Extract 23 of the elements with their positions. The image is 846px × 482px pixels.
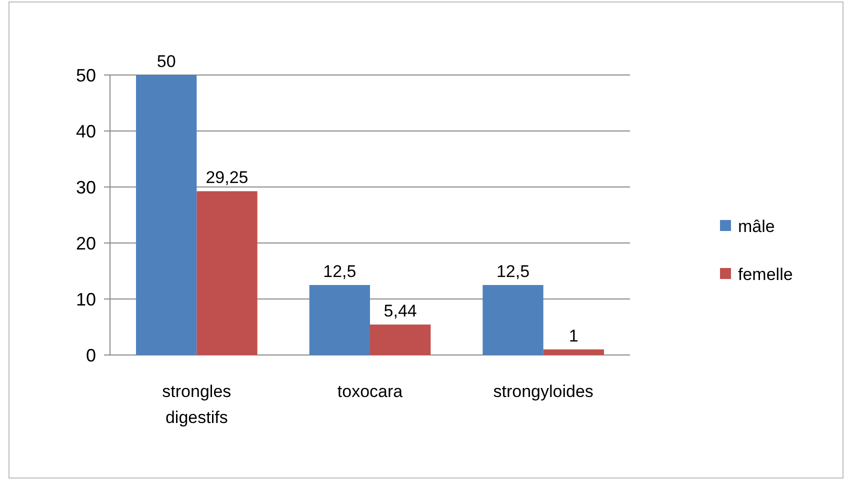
x-tick-label: strongles digestifs [162,382,232,427]
data-label: 1 [568,326,578,346]
bar [196,191,258,355]
bar [136,75,197,355]
data-label: 5,44 [384,302,417,321]
legend-label: mâle [738,216,775,236]
legend-label: femelle [738,264,793,284]
bar [309,285,370,355]
y-tick-label: 50 [76,65,96,86]
bar [370,324,431,355]
y-tick-label: 0 [86,345,96,366]
x-tick-label: toxocara [337,382,404,401]
y-tick-label: 40 [76,121,96,142]
y-tick-label: 20 [76,233,96,254]
bar [482,285,544,355]
x-tick-label: strongyloides [493,382,594,401]
y-tick-label: 10 [76,289,96,310]
data-label: 50 [156,52,176,71]
data-label: 12,5 [496,262,530,281]
data-label: 12,5 [323,262,356,281]
bar [543,349,604,355]
y-tick-label: 30 [76,177,96,198]
data-label: 29,25 [206,168,248,188]
